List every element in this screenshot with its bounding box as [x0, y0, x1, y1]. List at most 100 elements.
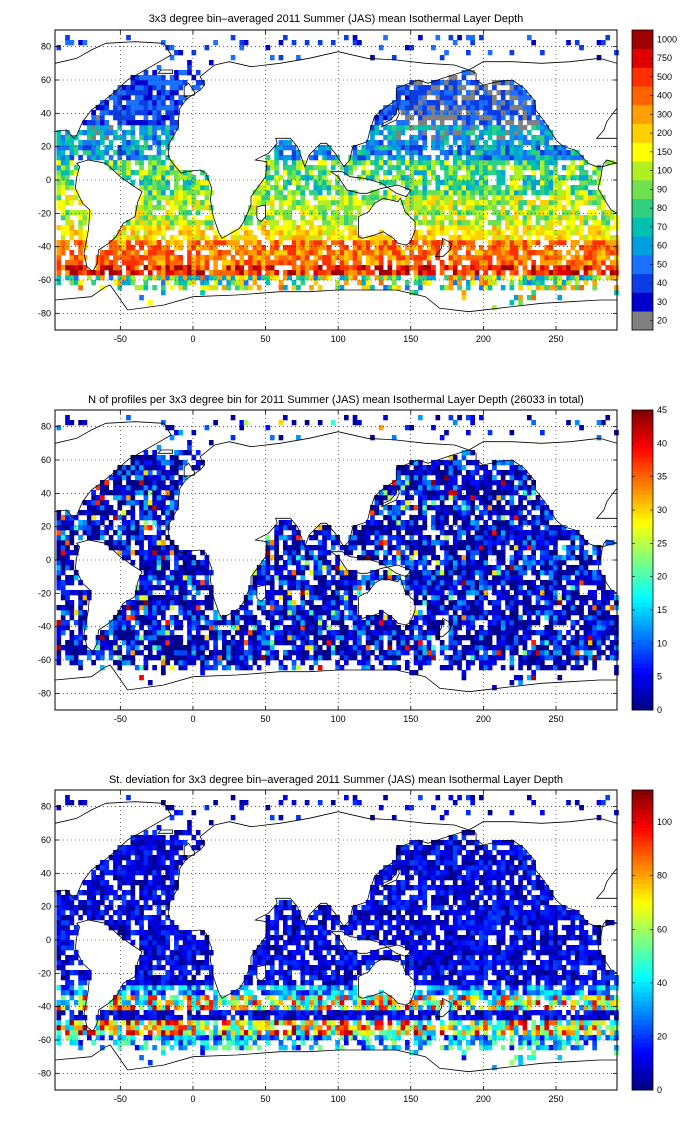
data-cell: [461, 670, 467, 676]
data-cell: [274, 275, 279, 281]
data-cell: [605, 235, 611, 241]
data-cell: [587, 655, 593, 661]
data-cell: [391, 635, 397, 641]
data-cell: [439, 110, 445, 116]
data-cell: [313, 655, 319, 661]
data-cell: [309, 260, 314, 266]
data-cell: [269, 625, 275, 631]
data-cell: [452, 275, 458, 281]
data-cell: [121, 235, 127, 241]
data-cell: [156, 160, 162, 166]
data-cell: [470, 240, 475, 246]
data-cell: [587, 180, 593, 186]
data-cell: [300, 585, 306, 591]
data-cell: [322, 620, 327, 626]
data-cell: [583, 255, 589, 261]
data-cell: [352, 240, 358, 246]
data-cell: [535, 610, 541, 616]
data-cell: [269, 605, 275, 611]
data-cell: [496, 590, 502, 596]
data-cell: [256, 245, 262, 251]
data-cell: [557, 150, 563, 156]
data-cell: [448, 600, 454, 606]
colorbar-segment: [632, 180, 653, 200]
data-cell: [326, 635, 332, 641]
data-cell: [566, 650, 571, 656]
data-cell: [182, 200, 188, 206]
data-cell: [426, 630, 432, 636]
data-cell: [509, 240, 515, 246]
data-cell: [513, 295, 519, 301]
data-cell: [492, 210, 497, 216]
data-cell: [483, 100, 489, 106]
data-cell: [326, 275, 332, 281]
data-cell: [431, 205, 436, 211]
data-cell: [269, 655, 275, 661]
data-cell: [583, 280, 589, 286]
data-cell: [248, 630, 253, 636]
data-cell: [235, 640, 240, 646]
data-cell: [121, 145, 127, 151]
data-cell: [614, 50, 619, 56]
data-cell: [130, 245, 136, 251]
data-cell: [605, 215, 611, 221]
data-cell: [365, 625, 371, 631]
data-cell: [121, 225, 127, 231]
data-cell: [518, 260, 523, 266]
data-cell: [56, 260, 62, 266]
data-cell: [448, 595, 454, 601]
data-cell: [452, 110, 458, 116]
data-cell: [191, 640, 197, 646]
data-cell: [461, 205, 467, 211]
data-cell: [187, 230, 192, 236]
data-cell: [439, 230, 445, 236]
data-cell: [404, 205, 410, 211]
data-cell: [256, 190, 262, 196]
data-cell: [448, 210, 454, 216]
data-cell: [230, 640, 236, 646]
data-cell: [165, 580, 171, 586]
data-cell: [339, 650, 345, 656]
data-cell: [470, 170, 475, 176]
data-cell: [553, 240, 558, 246]
data-cell: [156, 270, 162, 276]
data-cell: [213, 250, 218, 256]
data-cell: [409, 140, 414, 146]
data-cell: [82, 210, 88, 216]
data-cell: [566, 210, 571, 216]
data-cell: [278, 255, 284, 261]
data-cell: [452, 130, 458, 136]
data-cell: [269, 650, 275, 656]
data-cell: [361, 175, 367, 181]
data-cell: [108, 620, 114, 626]
data-cell: [544, 630, 550, 636]
data-cell: [365, 640, 371, 646]
data-cell: [574, 635, 580, 641]
data-cell: [374, 250, 380, 256]
data-cell: [82, 265, 88, 271]
data-cell: [518, 295, 523, 301]
data-cell: [444, 165, 449, 171]
data-cell: [509, 90, 515, 96]
data-cell: [156, 65, 162, 71]
data-cell: [165, 200, 171, 206]
data-cell: [426, 620, 432, 626]
data-cell: [147, 105, 153, 111]
data-cell: [274, 630, 279, 636]
data-cell: [261, 190, 266, 196]
data-cell: [269, 185, 275, 191]
data-cell: [492, 200, 497, 206]
data-cell: [452, 175, 458, 181]
data-cell: [256, 200, 262, 206]
data-cell: [282, 650, 288, 656]
data-cell: [274, 165, 279, 171]
data-cell: [282, 590, 288, 596]
data-cell: [291, 250, 297, 256]
data-cell: [95, 125, 101, 131]
data-cell: [418, 645, 423, 651]
data-cell: [496, 235, 502, 241]
data-cell: [587, 250, 593, 256]
data-cell: [378, 615, 384, 621]
data-cell: [248, 640, 253, 646]
data-cell: [483, 200, 489, 206]
